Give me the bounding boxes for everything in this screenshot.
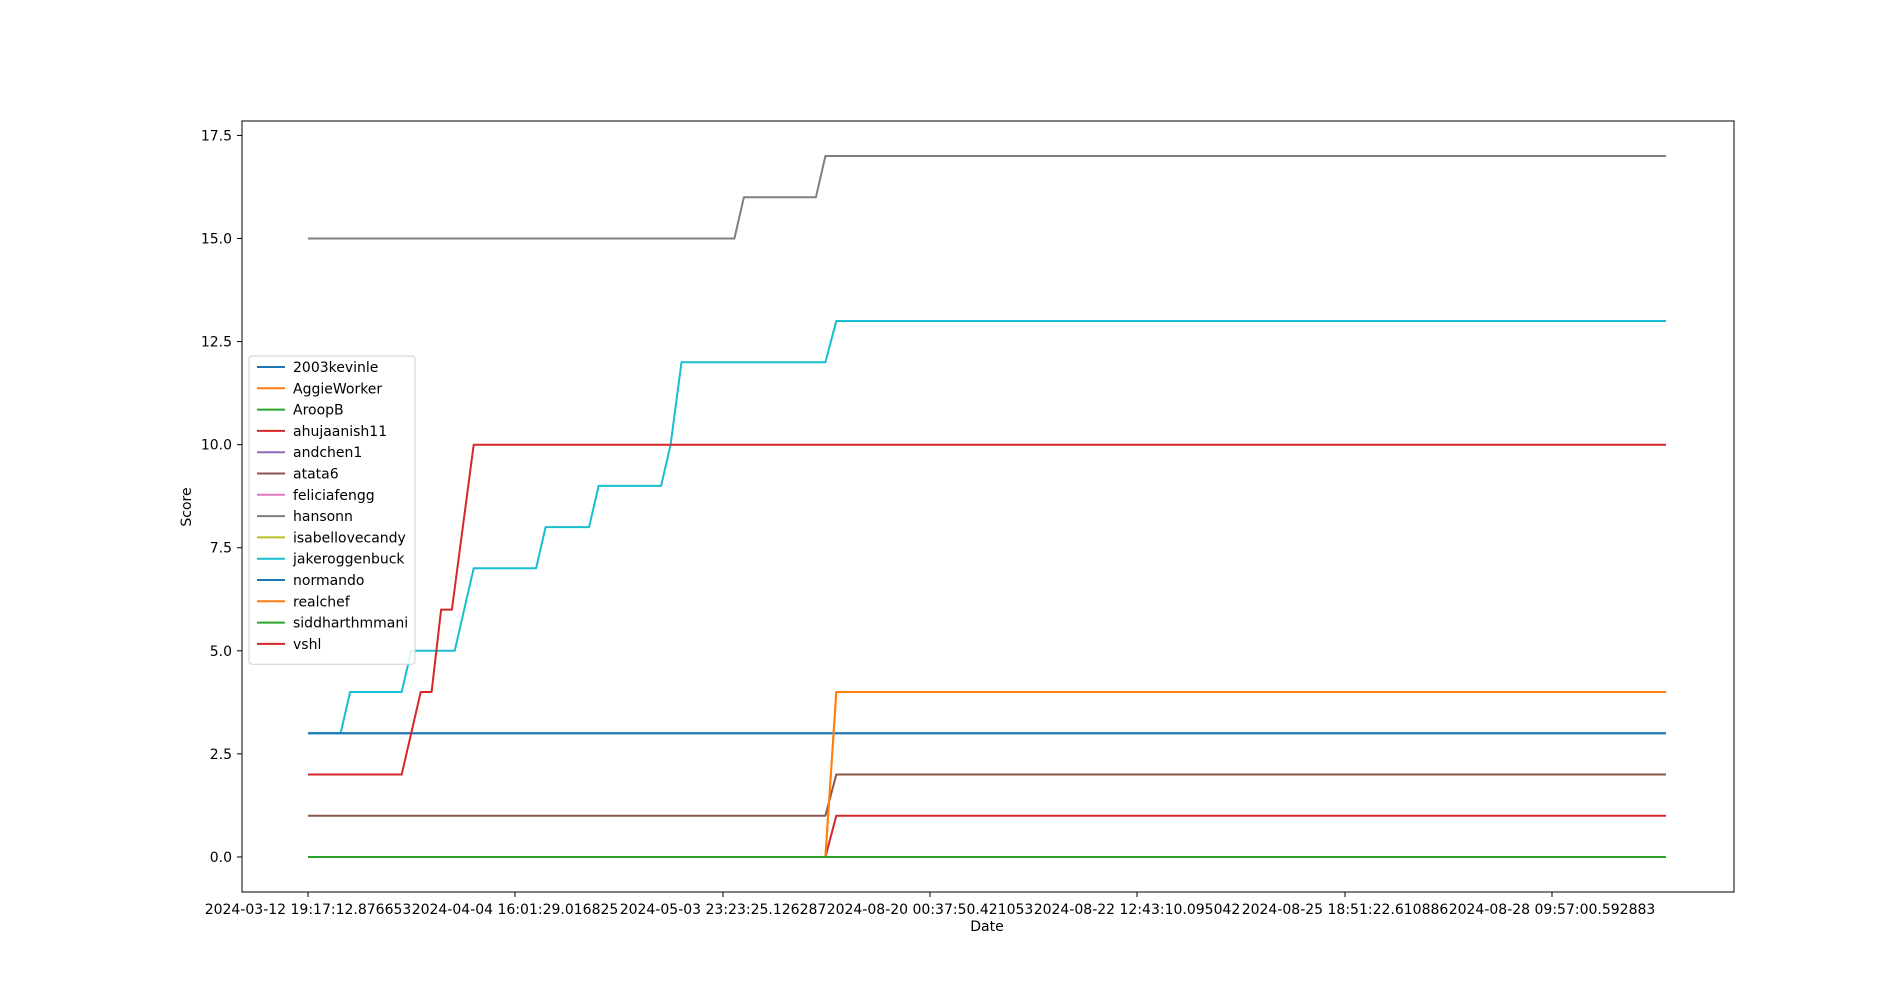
legend: 2003kevinle AggieWorker AroopB ahujaanish11…	[248, 355, 416, 665]
y-axis: 0.0 2.5 5.0 7.5 10.0 12.5 15.0 17.5	[201, 128, 242, 866]
legend-label: andchen1	[293, 445, 362, 461]
legend-box	[248, 355, 416, 665]
legend-label: normando	[293, 573, 365, 589]
x-tick-label: 2024-08-25 18:51:22.610886	[1242, 902, 1449, 918]
series-line-ahujaanish11	[308, 814, 1666, 858]
series-line-vshl	[308, 443, 1666, 776]
y-axis-label: Score	[179, 487, 195, 526]
x-tick-label: 2024-08-20 00:37:50.421053	[827, 902, 1034, 918]
legend-label: isabellovecandy	[293, 530, 406, 546]
legend-label: AggieWorker	[293, 381, 382, 397]
x-axis: 2024-03-12 19:17:12.876653 2024-04-04 16:…	[205, 892, 1656, 918]
legend-label: atata6	[293, 467, 339, 483]
series-lines	[308, 155, 1666, 858]
y-tick-label: 15.0	[201, 232, 232, 248]
x-axis-label: Date	[970, 919, 1003, 935]
y-tick-label: 7.5	[210, 541, 232, 557]
y-tick-label: 0.0	[210, 850, 232, 866]
y-tick-label: 2.5	[210, 747, 232, 763]
series-line-hansonn	[308, 155, 1666, 240]
x-tick-label: 2024-08-22 12:43:10.095042	[1034, 902, 1241, 918]
x-tick-label: 2024-03-12 19:17:12.876653	[205, 902, 412, 918]
x-tick-label: 2024-05-03 23:23:25.126287	[620, 902, 827, 918]
y-tick-label: 10.0	[201, 438, 232, 454]
legend-label: realchef	[293, 594, 351, 610]
y-tick-label: 5.0	[210, 644, 232, 660]
series-line-jakeroggenbuck	[308, 320, 1666, 735]
legend-label: feliciafengg	[293, 488, 375, 504]
legend-label: 2003kevinle	[293, 360, 378, 376]
legend-label: vshl	[293, 637, 321, 653]
legend-label: ahujaanish11	[293, 424, 387, 440]
y-tick-label: 12.5	[201, 335, 232, 351]
legend-label: AroopB	[293, 403, 344, 419]
legend-label: siddharthmmani	[293, 616, 408, 632]
x-tick-label: 2024-08-28 09:57:00.592883	[1449, 902, 1656, 918]
series-line-atata6	[308, 773, 1666, 817]
x-tick-label: 2024-04-04 16:01:29.016825	[412, 902, 619, 918]
legend-label: jakeroggenbuck	[292, 552, 405, 568]
plot-frame	[241, 120, 1735, 893]
y-tick-label: 17.5	[201, 128, 232, 144]
legend-label: hansonn	[293, 509, 353, 525]
